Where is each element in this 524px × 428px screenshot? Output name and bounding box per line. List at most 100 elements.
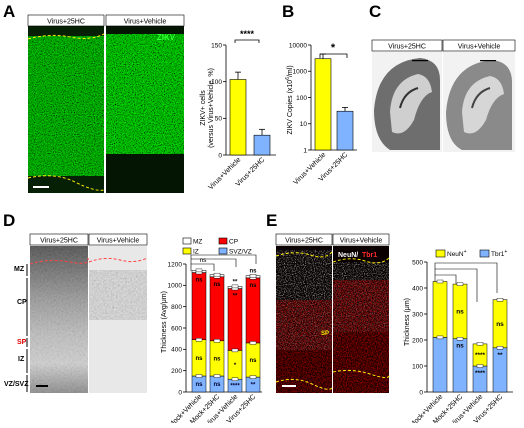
scale-bar-e <box>282 385 296 387</box>
chart-d-error-marker <box>213 272 221 277</box>
chart-e-error-marker <box>456 337 464 341</box>
chart-b-ylabel: ZIKV Copies (x106/ml) <box>285 65 294 134</box>
panel-d-micrograph-right <box>88 246 148 393</box>
chart-d-legend: MZ CP IZ SVZ/VZ <box>182 237 252 256</box>
chart-e-error-marker <box>436 335 444 340</box>
panel-c-micrograph-right <box>443 52 515 152</box>
chart-d-top-sig: ns <box>200 257 208 264</box>
chart-d-bar-sig: ns <box>249 269 257 275</box>
scale-bar-d <box>36 385 48 387</box>
panel-letter-e: E <box>266 211 277 230</box>
chart-d-y-tick-label: 600 <box>171 325 182 332</box>
panel-a-micrograph-right <box>106 15 184 193</box>
chart-e-error-marker <box>496 298 504 302</box>
legend-neun: NeuN+ <box>447 249 467 258</box>
chart-d-error-marker <box>195 374 203 378</box>
zikv-stain-label: ZIKV <box>157 33 176 42</box>
chart-d-error-marker <box>249 341 257 345</box>
chart-e-y-tick-label: 200 <box>412 337 423 344</box>
chart-d-bar-sig: ns <box>195 278 203 284</box>
chart-d-y-tick-label: 400 <box>171 347 182 354</box>
chart-a-bar <box>253 134 271 156</box>
chart-d-bar-sig: ** <box>233 279 238 285</box>
panel-d-layer-labels: MZ CP SP IZ VZ/SVZ <box>4 264 29 392</box>
chart-e: 0100200300400500Mock+VehiclensnsMock+25H… <box>409 259 513 428</box>
panel-e-label-right: Virus+Vehicle <box>340 238 383 245</box>
chart-d-error-marker <box>231 377 239 381</box>
layer-label-vzsvz: VZ/SVZ <box>4 381 29 388</box>
chart-d-bar-sig: ns <box>249 358 257 364</box>
sp-label-e: SP <box>321 331 329 337</box>
chart-a-sig-label: **** <box>240 29 255 39</box>
layer-label-sp: SP <box>17 339 27 346</box>
chart-b-y-tick-label: 10000 <box>289 42 307 49</box>
chart-d-error-marker <box>231 348 239 353</box>
chart-b-bar <box>336 110 354 151</box>
chart-e-bar-sig: ns <box>496 321 504 328</box>
panel-e-micrograph-right <box>332 246 390 393</box>
scale-bar <box>33 186 49 188</box>
chart-d-y-tick-label: 1000 <box>168 283 183 290</box>
panel-letter-d: D <box>3 211 15 230</box>
chart-d-error-marker <box>213 374 221 378</box>
chart-d-error-marker <box>231 284 239 289</box>
chart-e-bar-sig: ns <box>456 343 464 350</box>
panel-letter-a: A <box>3 2 15 21</box>
chart-b-y-tick-label: 1 <box>303 147 307 154</box>
panel-letter-b: B <box>282 2 294 21</box>
chart-d-error-marker <box>213 339 221 343</box>
layer-label-iz: IZ <box>18 356 25 363</box>
panel-e-micrograph-left <box>275 246 333 393</box>
chart-d-error-marker <box>195 268 203 273</box>
chart-a-ylabel-1: ZIKV+ cells <box>200 90 207 126</box>
legend-cp: CP <box>229 239 238 246</box>
panel-c-label-left: Virus+25HC <box>388 44 426 51</box>
chart-e-y-tick-label: 400 <box>412 285 423 292</box>
chart-d-bar-sig: * <box>234 363 237 369</box>
chart-e-ylabel: Thickness (μm) <box>404 298 411 346</box>
chart-e-bar-sig: ns <box>456 308 464 315</box>
chart-a-bar <box>229 79 247 156</box>
chart-d-error-marker <box>249 375 257 379</box>
chart-d-bar-sig: ns <box>213 282 221 288</box>
chart-e-error-marker <box>476 342 484 346</box>
panel-letter-c: C <box>369 2 381 21</box>
chart-b-bar <box>314 58 332 151</box>
chart-e-error-marker <box>456 282 464 286</box>
legend-mz: MZ <box>193 239 202 246</box>
chart-d-bar-sig: ns <box>249 283 257 289</box>
chart-d-bar-sig: **** <box>230 384 240 390</box>
chart-e-bar-sig: ** <box>497 352 503 359</box>
chart-b-y-tick-label: 1000 <box>293 69 308 76</box>
panel-e-label-left: Virus+25HC <box>285 238 323 245</box>
chart-e-bar-sig: **** <box>475 352 486 359</box>
legend-svzvz: SVZ/VZ <box>229 249 252 256</box>
panel-c-micrograph-left <box>372 52 442 152</box>
chart-e-error-marker <box>476 364 484 368</box>
chart-a-y-tick-label: 150 <box>211 42 222 49</box>
panel-d-label-right: Virus+Vehicle <box>97 238 140 245</box>
chart-d-bar-sig: ns <box>195 356 203 362</box>
legend-iz: IZ <box>193 249 199 256</box>
chart-e-bar-sig: **** <box>475 370 486 377</box>
panel-a-micrograph-left <box>27 15 105 193</box>
chart-b-significance: * <box>319 42 348 58</box>
panel-d-label-left: Virus+25HC <box>40 238 78 245</box>
chart-d-bar-sig: ns <box>213 382 221 388</box>
chart-a-ylabel-2: (versus Virus+Vehicle, %) <box>208 68 215 148</box>
chart-b-y-tick-label: 100 <box>296 95 307 102</box>
chart-d: 020040060080010001200nsnsnsMock+Vehiclen… <box>168 261 262 428</box>
panel-a-label-left: Virus+25HC <box>47 19 85 26</box>
chart-d-top-brackets: ns <box>190 254 257 271</box>
chart-d-ylabel: Thickness (Avg/μm) <box>161 291 168 353</box>
chart-e-error-marker <box>496 346 504 350</box>
chart-a-y-tick-label: 100 <box>211 79 222 86</box>
stain-label-neun: NeuN/ <box>338 252 358 259</box>
chart-e-y-tick-label: 500 <box>412 259 423 266</box>
chart-e-y-tick-label: 0 <box>419 389 423 396</box>
panel-c-label-right: Virus+Vehicle <box>458 44 501 51</box>
chart-d-bar-sig: ns <box>195 382 203 388</box>
